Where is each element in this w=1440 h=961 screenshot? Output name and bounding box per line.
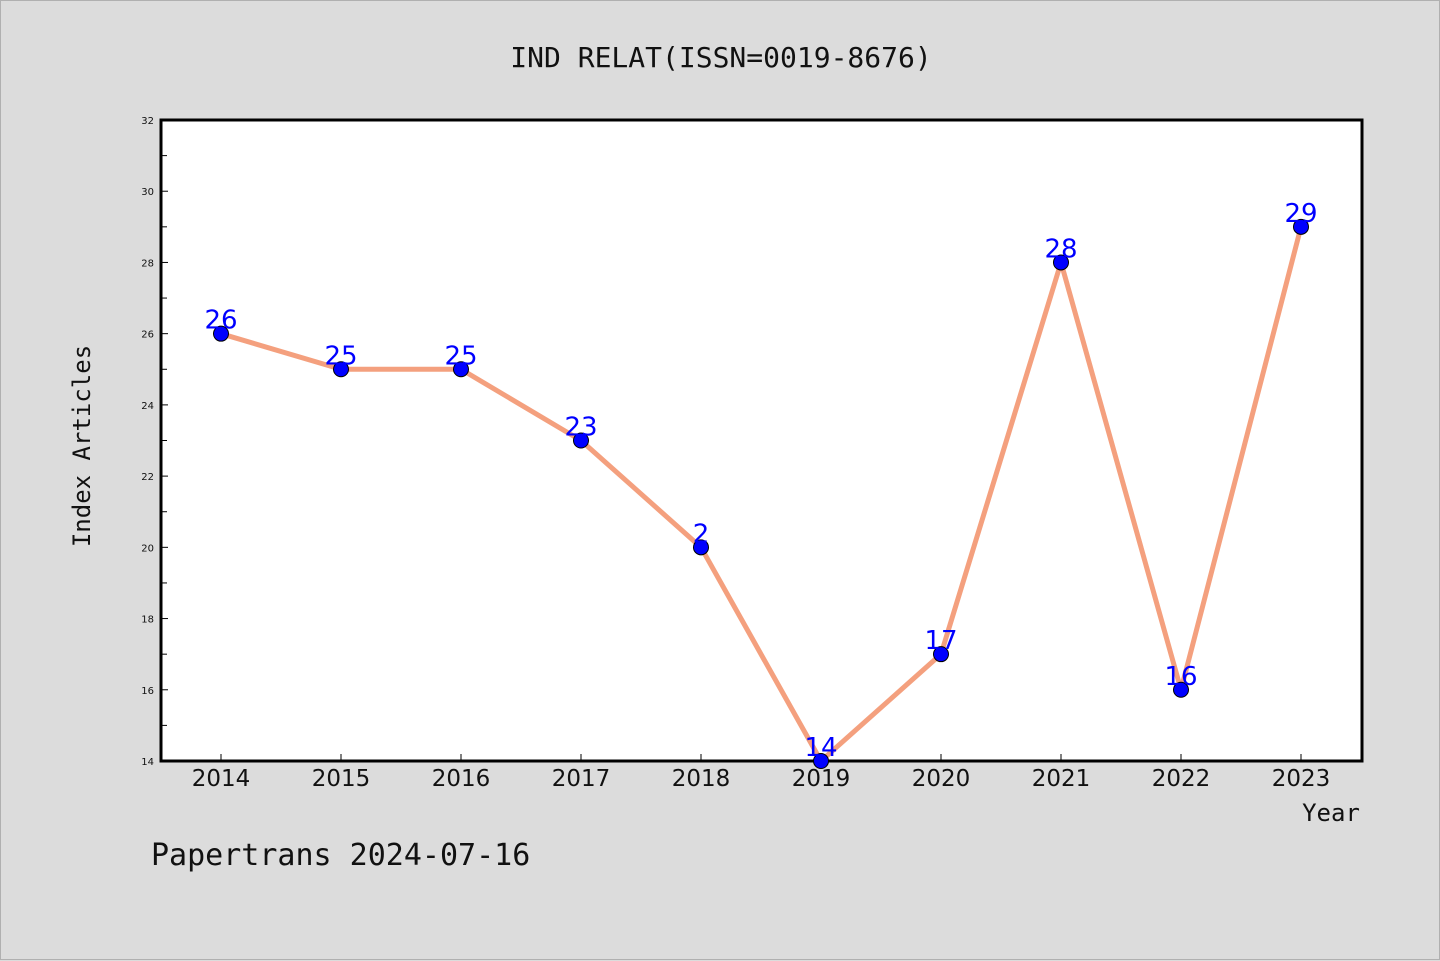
y-tick-label: 16 — [141, 686, 154, 697]
y-tick-label: 22 — [141, 472, 154, 483]
x-tick-label: 2015 — [312, 766, 371, 792]
x-tick-label: 2019 — [792, 766, 851, 792]
data-point — [1173, 681, 1189, 698]
y-tick-label: 26 — [141, 330, 154, 341]
data-labels: 26 25 25 23 2 14 17 28 16 29 — [204, 199, 1317, 763]
x-tick-label: 2021 — [1032, 766, 1091, 792]
y-tick-label: 24 — [141, 401, 154, 412]
x-axis: 2014 2015 2016 2017 2018 2019 2020 2021 2022 2023 — [192, 754, 1331, 792]
data-point — [813, 753, 829, 769]
y-tick-label: 28 — [141, 258, 154, 269]
x-tick-label: 2017 — [552, 766, 611, 792]
x-tick-label: 2018 — [672, 766, 731, 792]
data-point — [573, 432, 589, 449]
data-label: 17 — [924, 626, 957, 656]
x-tick-label: 2014 — [192, 766, 251, 792]
data-label: 23 — [564, 413, 597, 443]
data-label: 25 — [444, 341, 477, 371]
data-point — [213, 325, 229, 342]
y-tick-label: 14 — [141, 757, 154, 768]
data-points — [213, 218, 1309, 769]
x-axis-title: Year — [1302, 799, 1360, 827]
data-label: 16 — [1164, 662, 1197, 692]
data-label: 14 — [804, 733, 837, 763]
x-tick-label: 2020 — [912, 766, 971, 792]
data-point — [453, 361, 469, 378]
x-tick-label: 2023 — [1272, 766, 1331, 792]
x-tick-label: 2022 — [1152, 766, 1211, 792]
data-point — [1293, 218, 1309, 235]
data-label: 26 — [204, 306, 237, 336]
data-point — [693, 539, 709, 556]
y-tick-label: 18 — [141, 615, 154, 626]
data-point — [933, 646, 949, 663]
y-axis-title: Index Articles — [68, 345, 96, 547]
y-tick-label: 20 — [141, 543, 154, 554]
y-tick-label: 32 — [141, 116, 154, 127]
series-line — [218, 224, 1304, 764]
data-point — [333, 361, 349, 378]
data-point — [1053, 254, 1069, 271]
y-tick-label: 30 — [141, 187, 154, 198]
data-label: 25 — [324, 341, 357, 371]
y-axis: 14 16 18 20 22 24 26 28 30 32 — [141, 116, 168, 768]
footer-watermark: Papertrans 2024-07-16 — [151, 838, 530, 873]
x-tick-label: 2016 — [432, 766, 491, 792]
data-label: 2 — [693, 519, 710, 549]
chart-title: IND RELAT(ISSN=0019-8676) — [510, 41, 931, 74]
data-label: 29 — [1284, 199, 1317, 229]
series-line-group — [218, 224, 1304, 764]
data-label: 28 — [1044, 234, 1077, 264]
